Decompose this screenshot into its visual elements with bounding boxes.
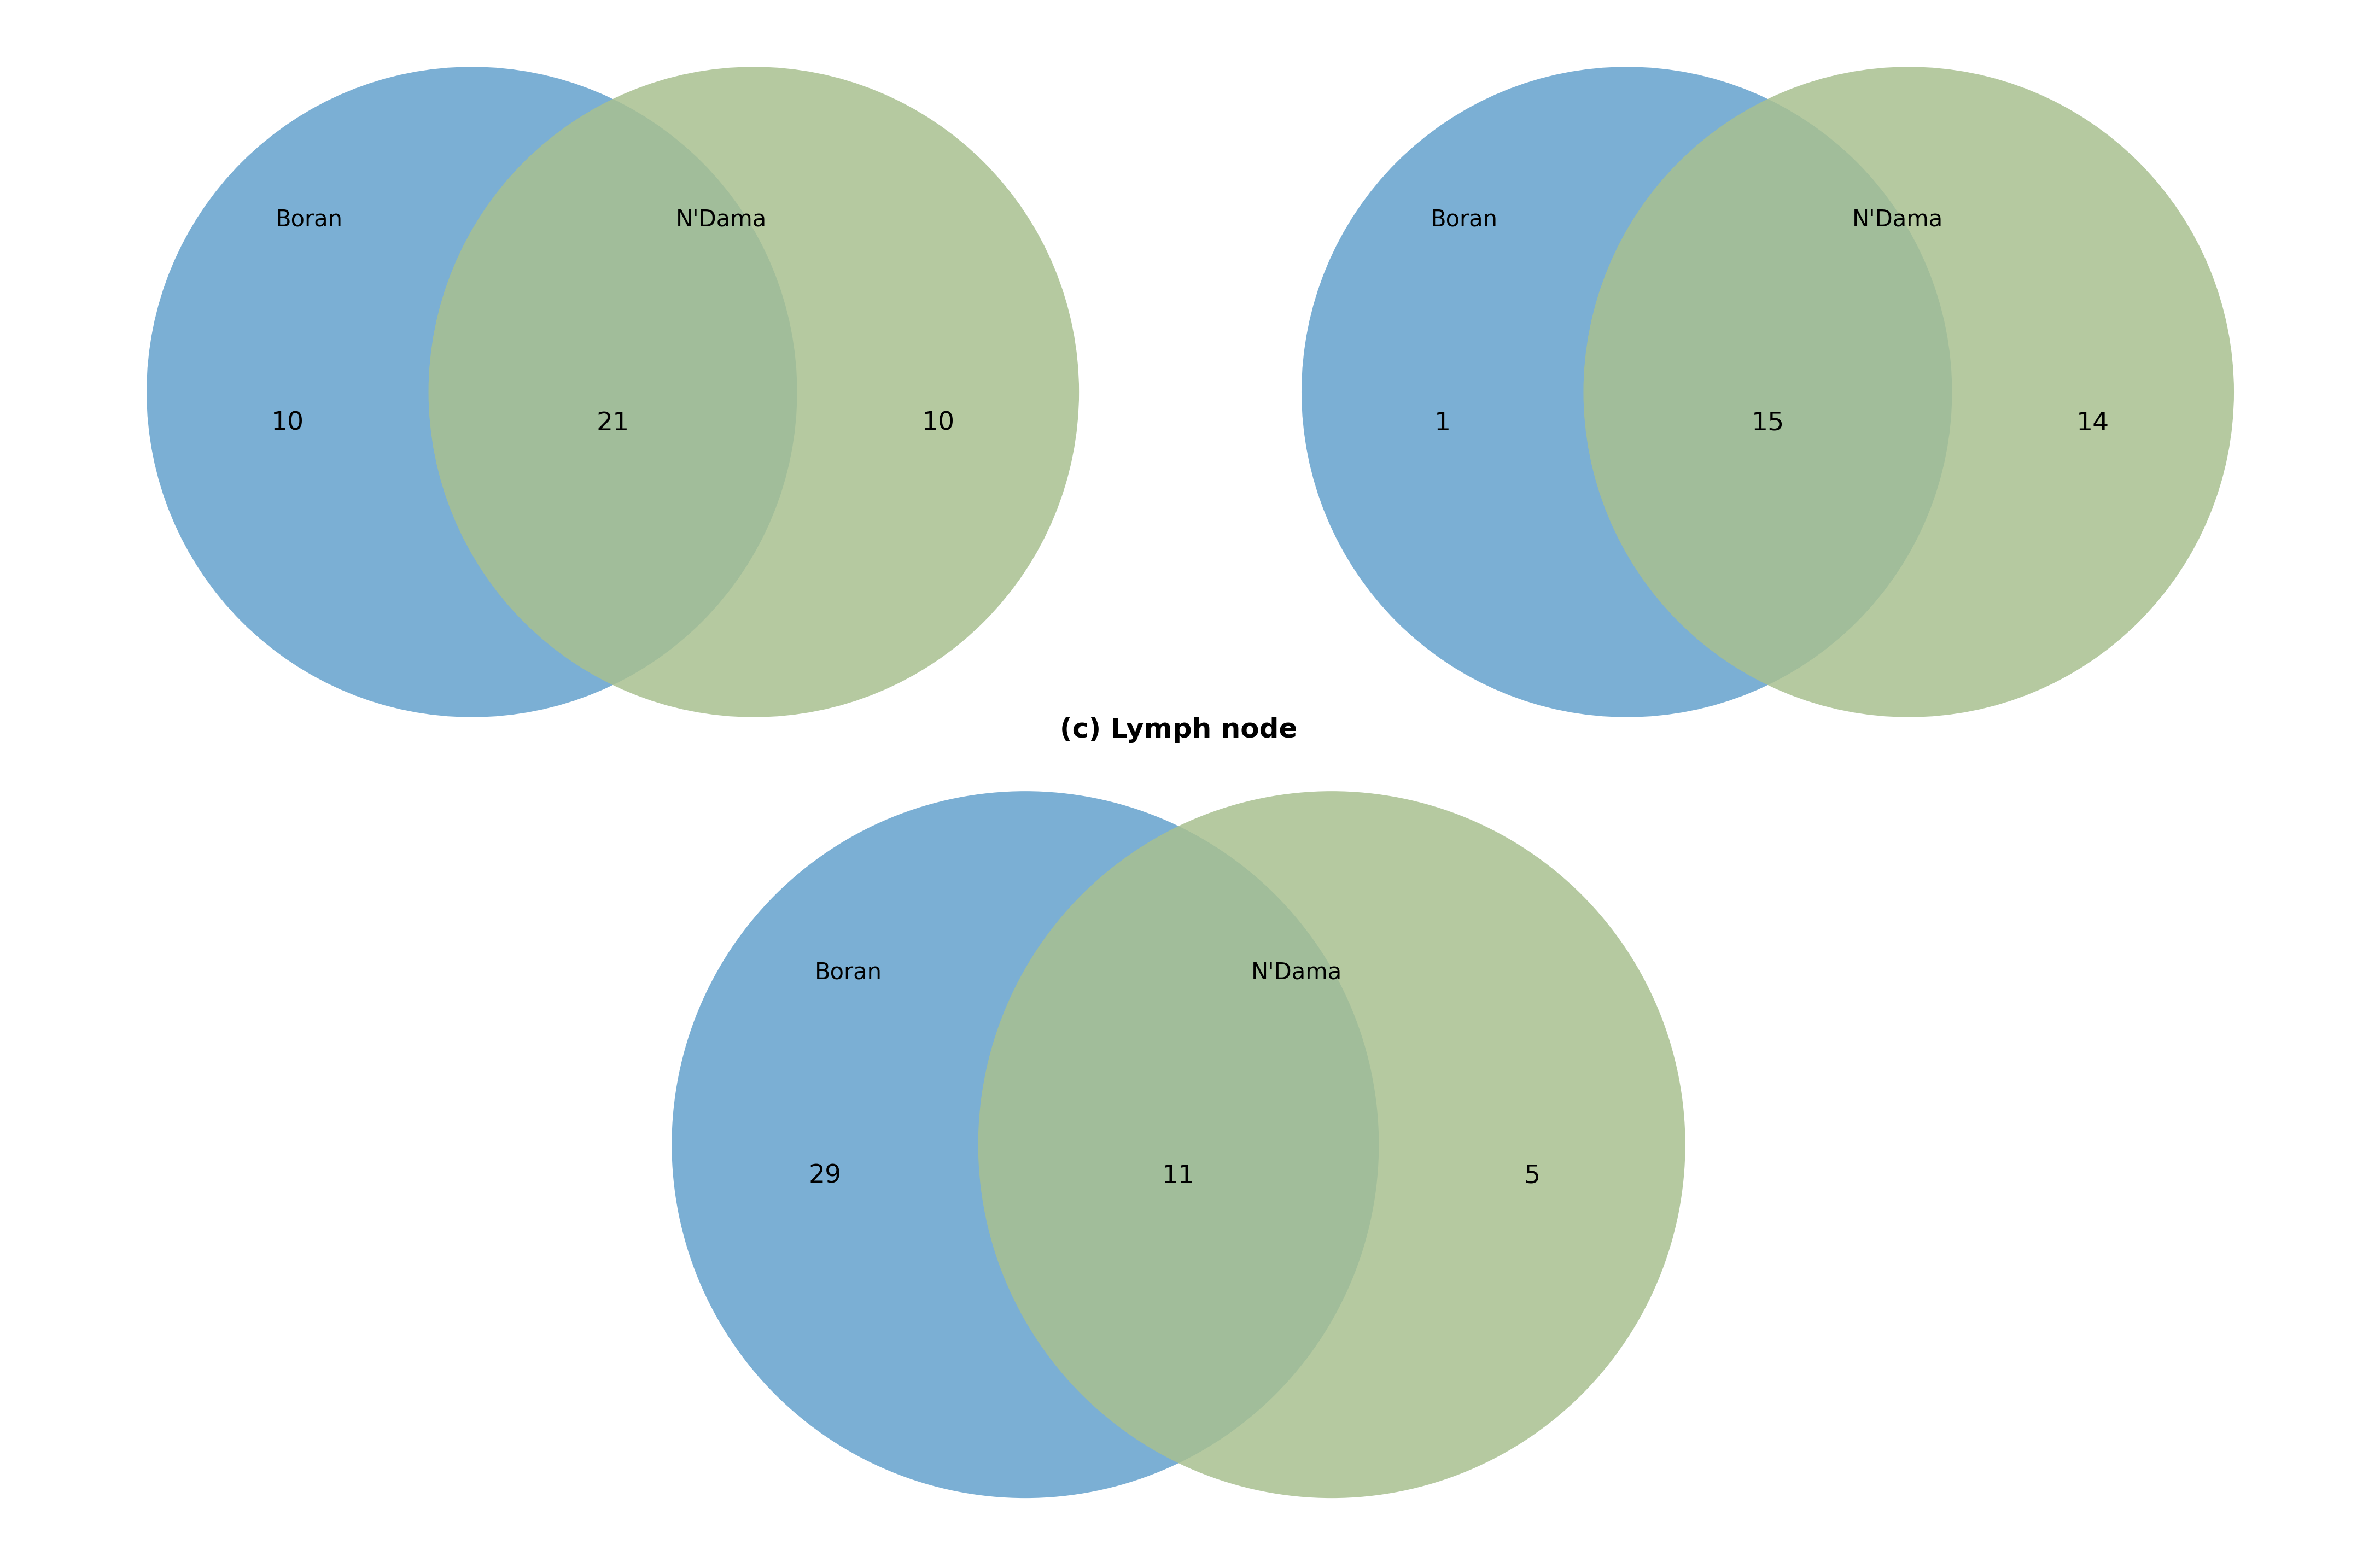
Ellipse shape xyxy=(146,67,797,717)
Ellipse shape xyxy=(429,67,1080,717)
Text: 14: 14 xyxy=(2077,411,2110,436)
Text: 5: 5 xyxy=(1525,1163,1539,1189)
Text: 10: 10 xyxy=(271,411,304,436)
Text: Boran: Boran xyxy=(276,209,342,230)
Text: 15: 15 xyxy=(1751,411,1784,436)
Text: 21: 21 xyxy=(596,411,629,436)
Ellipse shape xyxy=(1584,67,2234,717)
Text: N'Dama: N'Dama xyxy=(1252,961,1341,983)
Text: 10: 10 xyxy=(922,411,955,436)
Text: Boran: Boran xyxy=(816,961,882,983)
Text: N'Dama: N'Dama xyxy=(1853,209,1942,230)
Text: 29: 29 xyxy=(808,1163,841,1189)
Text: 1: 1 xyxy=(1435,411,1450,436)
Ellipse shape xyxy=(672,792,1379,1497)
Ellipse shape xyxy=(1301,67,1952,717)
Ellipse shape xyxy=(978,792,1685,1497)
Text: 11: 11 xyxy=(1162,1163,1195,1189)
Text: Boran: Boran xyxy=(1431,209,1497,230)
Title: (c) Lymph node: (c) Lymph node xyxy=(1061,717,1296,743)
Text: N'Dama: N'Dama xyxy=(676,209,766,230)
